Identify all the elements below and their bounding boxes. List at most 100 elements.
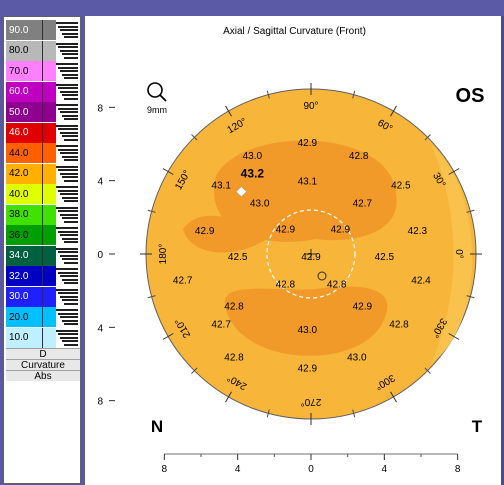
- angle-minor-tick: [147, 295, 156, 299]
- angle-minor-tick: [266, 90, 270, 99]
- angle-minor-tick: [466, 295, 475, 299]
- scrollbar-edge[interactable]: [501, 16, 504, 485]
- angle-minor-tick: [191, 134, 198, 141]
- legend-step-label: 30.0: [6, 286, 42, 307]
- curvature-reading: 42.8: [349, 151, 369, 162]
- curvature-reading: 42.7: [353, 199, 373, 210]
- zoom-label: 9mm: [147, 105, 167, 115]
- angle-tick: [162, 168, 174, 175]
- x-axis-label: 0: [308, 464, 314, 475]
- curvature-reading: 42.5: [375, 252, 395, 263]
- angle-minor-tick: [466, 209, 475, 213]
- legend-step[interactable]: 50.0: [6, 102, 80, 122]
- curvature-reading: 43.0: [250, 199, 270, 210]
- angle-tick: [448, 168, 460, 175]
- legend-step-bars: [42, 245, 80, 266]
- legend-step[interactable]: 80.0: [6, 40, 80, 61]
- magnifier-icon[interactable]: [147, 82, 167, 102]
- x-axis-label: 4: [235, 464, 241, 475]
- curvature-reading: 42.8: [224, 301, 244, 312]
- angle-minor-tick: [352, 409, 356, 418]
- legend-step-bars: [42, 20, 80, 40]
- legend-step-label: 10.0: [6, 327, 42, 348]
- legend-step-label: 36.0: [6, 225, 42, 245]
- curvature-reading: 42.7: [211, 320, 231, 331]
- legend-step-bars: [42, 163, 80, 184]
- curvature-map[interactable]: 90°60°30°0°330°300°270°240°210°180°150°1…: [85, 16, 504, 485]
- angle-label: 270°: [301, 396, 322, 407]
- angle-minor-tick: [191, 367, 198, 374]
- angle-label: 180°: [158, 244, 169, 265]
- legend-step[interactable]: 32.0: [6, 266, 80, 286]
- max-point-marker: [235, 186, 247, 198]
- curvature-reading: 42.4: [411, 276, 431, 287]
- curvature-reading: 43.0: [347, 353, 367, 364]
- legend-step[interactable]: 46.0: [6, 122, 80, 143]
- legend-step[interactable]: 90.0: [6, 20, 80, 40]
- curvature-reading: 42.8: [224, 353, 244, 364]
- angle-label: 0°: [453, 249, 464, 259]
- nasal-steep-zone: [183, 215, 271, 253]
- legend-unit: D: [6, 348, 80, 360]
- x-axis-label: 8: [455, 464, 461, 475]
- legend-step-label: 46.0: [6, 122, 42, 143]
- max-reading: 43.2: [241, 166, 265, 180]
- legend-mode: Abs: [6, 370, 80, 382]
- curvature-reading: 42.5: [391, 180, 411, 191]
- legend-step[interactable]: 44.0: [6, 143, 80, 163]
- upper-steep-zone: [213, 140, 397, 242]
- legend-step-label: 40.0: [6, 184, 42, 204]
- legend-step-label: 60.0: [6, 81, 42, 102]
- angle-minor-tick: [352, 90, 356, 99]
- y-axis-label: 4: [97, 323, 103, 334]
- temporal-flat-zone: [431, 144, 473, 364]
- legend-step[interactable]: 20.0: [6, 307, 80, 327]
- legend-step[interactable]: 36.0: [6, 225, 80, 245]
- x-axis-label: 4: [382, 464, 388, 475]
- legend-step-bars: [42, 122, 80, 143]
- curvature-reading: 42.9: [353, 301, 373, 312]
- legend-step-bars: [42, 307, 80, 327]
- legend-step[interactable]: 60.0: [6, 81, 80, 102]
- legend-step-bars: [42, 61, 80, 81]
- y-axis-label: 8: [97, 397, 103, 408]
- legend-step[interactable]: 34.0: [6, 245, 80, 266]
- legend-step[interactable]: 40.0: [6, 184, 80, 204]
- curvature-reading: 42.9: [331, 224, 351, 235]
- curvature-reading: 42.7: [173, 276, 193, 287]
- curvature-reading: 42.3: [408, 226, 428, 237]
- window-top-strip: [0, 0, 504, 16]
- eye-label: OS: [456, 85, 485, 107]
- lower-steep-zone: [224, 286, 388, 356]
- legend-step[interactable]: 70.0: [6, 61, 80, 81]
- legend-step-bars: [42, 81, 80, 102]
- pupil-center-marker: [317, 271, 327, 281]
- legend-step-bars: [42, 225, 80, 245]
- legend-step-label: 42.0: [6, 163, 42, 184]
- curvature-reading: 42.9: [301, 252, 321, 263]
- legend-step[interactable]: 42.0: [6, 163, 80, 184]
- curvature-reading: 42.9: [298, 364, 318, 375]
- legend-step-label: 44.0: [6, 143, 42, 163]
- legend-step-bars: [42, 184, 80, 204]
- legend-map-type: Curvature: [6, 359, 80, 371]
- curvature-reading: 42.8: [327, 279, 347, 290]
- curvature-reading: 42.9: [298, 138, 318, 149]
- legend-step[interactable]: 10.0: [6, 327, 80, 348]
- curvature-reading: 43.0: [298, 325, 318, 336]
- legend-step-bars: [42, 266, 80, 286]
- angle-tick: [390, 105, 397, 117]
- curvature-reading: 42.8: [276, 279, 296, 290]
- legend-step-label: 38.0: [6, 204, 42, 225]
- pupil-outline: [266, 209, 356, 299]
- legend-step-bars: [42, 327, 80, 348]
- angle-tick: [225, 391, 232, 403]
- legend-step-bars: [42, 102, 80, 122]
- angle-minor-tick: [266, 409, 270, 418]
- legend-step-label: 80.0: [6, 40, 42, 61]
- legend-step-label: 20.0: [6, 307, 42, 327]
- legend-step[interactable]: 30.0: [6, 286, 80, 307]
- legend-step-bars: [42, 286, 80, 307]
- legend-step[interactable]: 38.0: [6, 204, 80, 225]
- angle-tick: [162, 333, 174, 340]
